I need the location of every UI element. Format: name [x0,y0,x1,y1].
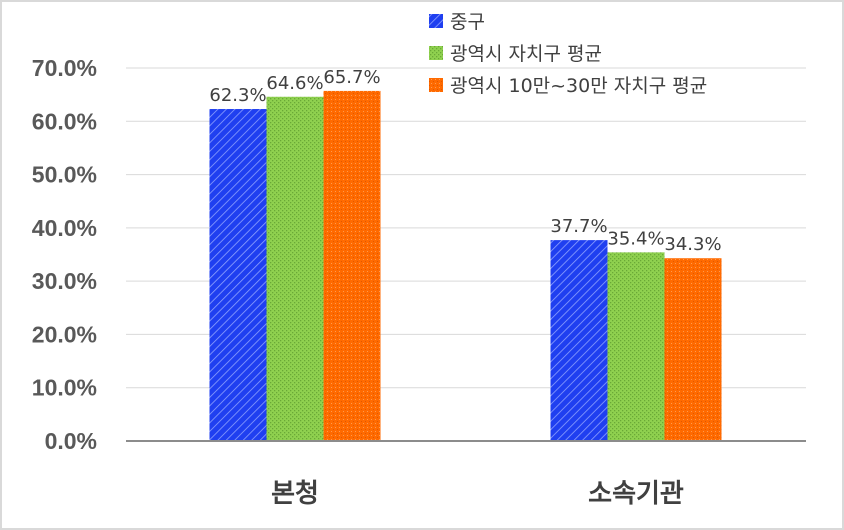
legend-item: 중구 [429,11,485,33]
bar [550,240,608,441]
bar [323,90,381,442]
data-label: 34.3% [664,234,721,255]
legend-label: 광역시 자치구 평균 [450,43,602,65]
bar [664,258,722,441]
legend-item: 광역시 자치구 평균 [429,43,602,65]
bar [266,96,324,441]
y-tick-label: 40.0% [32,215,97,241]
legend-label: 광역시 10만~30만 자치구 평균 [450,75,707,97]
y-tick-label: 0.0% [45,428,97,454]
category-label: 본청 [271,479,319,509]
y-tick-label: 10.0% [32,375,97,401]
bar [209,109,267,441]
legend-swatch [429,78,443,92]
data-label: 65.7% [323,67,380,88]
category-label: 소속기관 [588,479,684,509]
y-tick-label: 70.0% [32,55,97,81]
legend-item: 광역시 10만~30만 자치구 평균 [429,75,707,97]
legend-swatch [429,14,443,28]
data-label: 37.7% [550,216,607,237]
legend-swatch [429,46,443,60]
bar [607,252,665,441]
data-label: 35.4% [607,228,664,249]
y-tick-label: 60.0% [32,108,97,134]
data-label: 62.3% [209,85,266,106]
y-tick-label: 20.0% [32,321,97,347]
y-tick-label: 30.0% [32,268,97,294]
y-tick-label: 50.0% [32,162,97,188]
legend-label: 중구 [450,11,485,33]
data-label: 64.6% [266,73,323,94]
